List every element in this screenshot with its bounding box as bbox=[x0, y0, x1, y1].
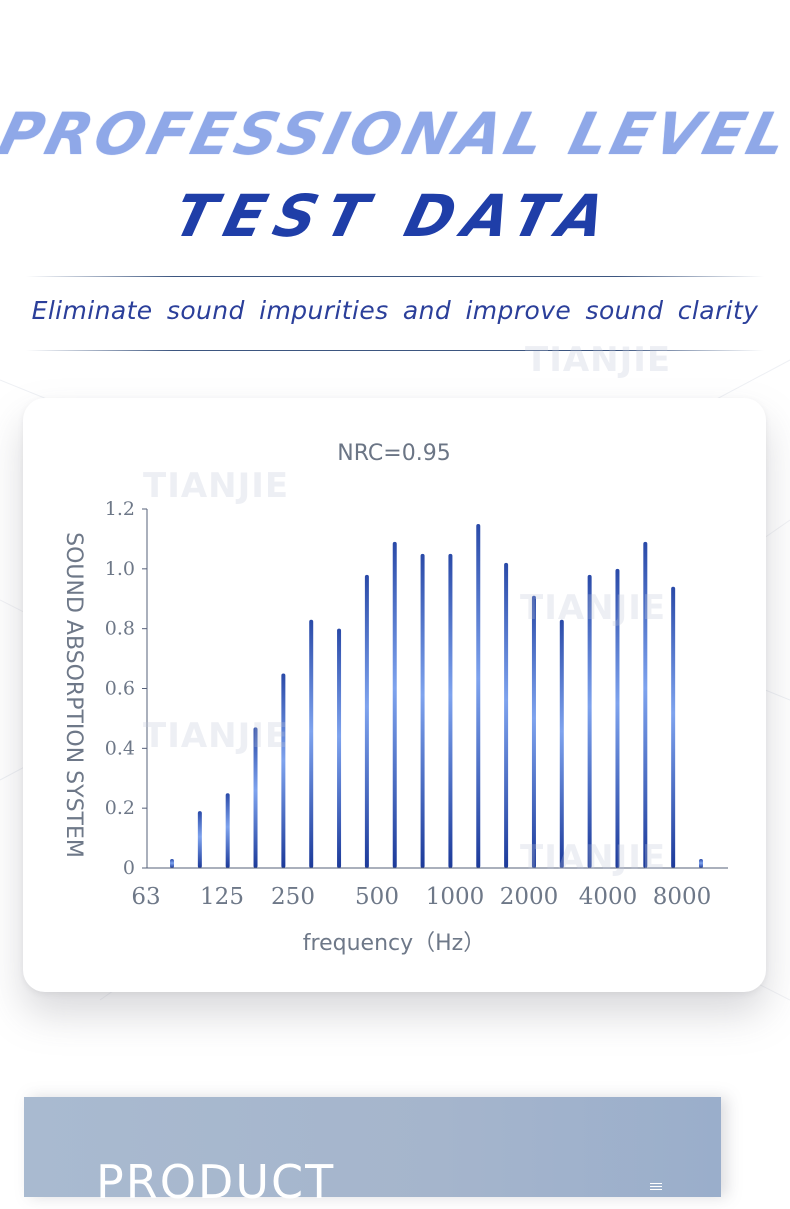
bars bbox=[170, 523, 703, 868]
divider-bottom bbox=[26, 350, 764, 351]
watermark: TIANJIE bbox=[520, 838, 667, 878]
watermark: TIANJIE bbox=[520, 588, 667, 628]
y-tick-label: 0.6 bbox=[105, 678, 135, 700]
x-tick-label: 63 bbox=[131, 884, 160, 910]
chart-title: NRC=0.95 bbox=[337, 441, 450, 466]
x-tick-label: 1000 bbox=[426, 884, 485, 910]
y-axis-label: SOUND ABSORPTION SYSTEM bbox=[61, 532, 86, 858]
product-panel: PRODUCT bbox=[24, 1097, 721, 1209]
bar bbox=[476, 523, 481, 868]
y-tick-label: 1.2 bbox=[105, 498, 135, 520]
bar bbox=[225, 793, 230, 868]
bar bbox=[281, 673, 286, 868]
x-axis-label: frequency（Hz） bbox=[303, 931, 485, 956]
x-tick-label: 125 bbox=[200, 884, 244, 910]
bar-chart: NRC=0.95 0 0.2 0.4 0.6 0.8 1.0 1.2 63 125 250 500… bbox=[61, 441, 728, 956]
x-tick-label: 8000 bbox=[653, 884, 712, 910]
bar bbox=[699, 859, 703, 868]
bar bbox=[309, 619, 314, 868]
x-tick-label: 500 bbox=[355, 884, 399, 910]
watermark: TIANJIE bbox=[143, 716, 290, 756]
y-tick-label: 0 bbox=[123, 857, 135, 879]
bar bbox=[504, 562, 509, 868]
product-title: PRODUCT bbox=[96, 1155, 336, 1209]
headline-secondary: TEST DATA bbox=[167, 182, 623, 250]
bar bbox=[587, 574, 592, 868]
bar bbox=[197, 811, 202, 868]
x-axis-ticks: 63 125 250 500 1000 2000 4000 8000 bbox=[131, 884, 711, 910]
y-tick-label: 1.0 bbox=[105, 558, 135, 580]
bar bbox=[559, 619, 564, 868]
headline-primary: PROFESSIONAL LEVEL bbox=[0, 100, 790, 168]
watermark: TIANJIE bbox=[525, 340, 672, 380]
bar bbox=[364, 574, 369, 868]
y-axis-ticks: 0 0.2 0.4 0.6 0.8 1.0 1.2 bbox=[105, 498, 147, 879]
menu-icon[interactable] bbox=[650, 1183, 662, 1193]
watermark: TIANJIE bbox=[143, 466, 290, 506]
divider-top bbox=[26, 276, 764, 277]
x-tick-label: 250 bbox=[271, 884, 315, 910]
bar bbox=[448, 553, 453, 868]
bar bbox=[671, 586, 676, 868]
y-tick-label: 0.2 bbox=[105, 797, 135, 819]
y-tick-label: 0.8 bbox=[105, 618, 135, 640]
y-tick-label: 0.4 bbox=[105, 737, 135, 759]
bar bbox=[420, 553, 425, 868]
bar bbox=[643, 541, 648, 868]
bar bbox=[615, 568, 620, 868]
x-tick-label: 2000 bbox=[500, 884, 559, 910]
bar bbox=[170, 859, 174, 868]
bar bbox=[253, 727, 258, 868]
subtitle: Eliminate sound impurities and improve s… bbox=[31, 296, 759, 325]
bar bbox=[531, 595, 536, 868]
bar bbox=[337, 628, 342, 868]
bar bbox=[392, 541, 397, 868]
chart-card: NRC=0.95 0 0.2 0.4 0.6 0.8 1.0 1.2 63 125 250 500… bbox=[23, 398, 766, 992]
x-tick-label: 4000 bbox=[579, 884, 638, 910]
